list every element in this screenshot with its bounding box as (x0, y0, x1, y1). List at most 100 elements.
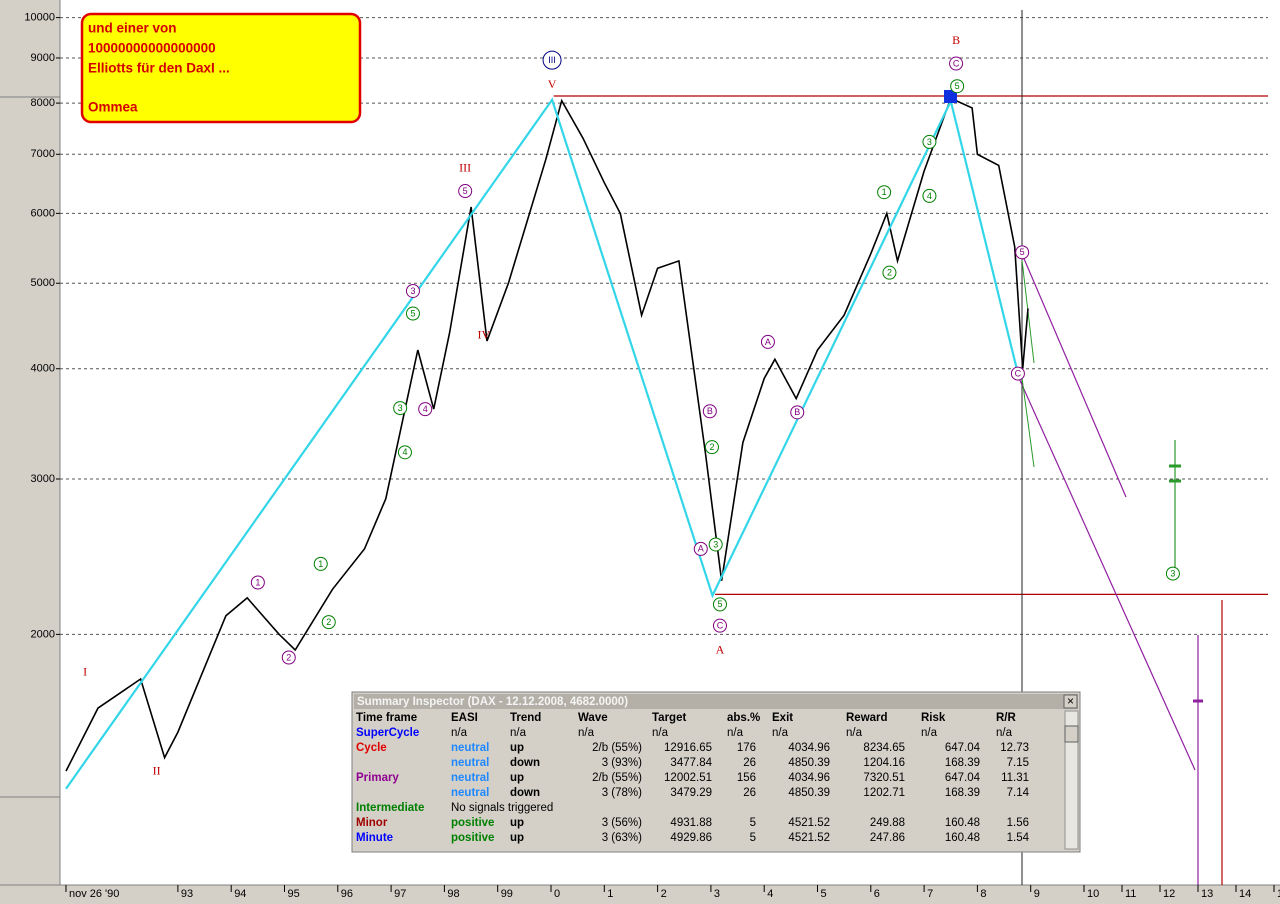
label-text: 5 (410, 308, 415, 318)
wave-label: I (83, 664, 87, 678)
label-text: B (794, 407, 800, 417)
label-text: 4 (402, 447, 407, 457)
cell: up (510, 817, 524, 829)
cell: 156 (737, 772, 756, 784)
label-circle (405, 306, 420, 321)
cell: n/a (996, 727, 1013, 739)
timeframe: Intermediate (356, 802, 424, 814)
label-text: C (953, 58, 960, 68)
timeframe: Minor (356, 817, 388, 829)
cell: 4034.96 (788, 742, 830, 754)
y-tick-label: 5000 (31, 277, 55, 289)
cell: 11.31 (1001, 772, 1029, 784)
label-text: 4 (423, 404, 428, 414)
wave-label: 3 (393, 401, 408, 416)
label-text: B (952, 33, 960, 47)
label-circle (1165, 566, 1180, 581)
label-text: 1 (255, 577, 260, 587)
label-text: IV (478, 327, 491, 341)
label-circle (790, 405, 805, 420)
x-tick-label: 5 (821, 888, 827, 900)
cell: n/a (727, 727, 744, 739)
column-header: Wave (578, 712, 608, 724)
wave-label: 5 (458, 184, 473, 199)
label-text: 3 (927, 137, 932, 147)
cell: 7.14 (1007, 787, 1030, 799)
x-tick-label: 98 (447, 888, 459, 900)
scroll-thumb[interactable] (1064, 725, 1079, 743)
label-circle (949, 56, 964, 71)
cell: 3 (78%) (602, 787, 642, 799)
label-circle (950, 79, 965, 94)
label-text: 2 (326, 617, 331, 627)
x-tick-label: 93 (181, 888, 193, 900)
wave-label: 2 (321, 615, 336, 630)
label-circle (693, 541, 708, 556)
cell: 2/b (55%) (592, 772, 642, 784)
timeframe: Cycle (356, 742, 387, 754)
cell: 4929.86 (670, 832, 712, 844)
note-line: und einer von (88, 21, 177, 36)
x-tick-label: 0 (554, 888, 560, 900)
wave-label: 2 (281, 650, 296, 665)
label-circle (281, 650, 296, 665)
cell: n/a (451, 727, 468, 739)
label-text: A (698, 544, 704, 554)
label-circle (250, 575, 265, 590)
message: No signals triggered (451, 802, 553, 814)
window (351, 691, 1081, 853)
cell: 647.04 (945, 742, 981, 754)
x-tick-label: 15 (1277, 888, 1280, 900)
wave-label: 3 (922, 134, 937, 149)
cell: 249.88 (870, 817, 905, 829)
cell: n/a (921, 727, 938, 739)
cell: 4034.96 (788, 772, 830, 784)
summary-inspector: Summary Inspector (DAX - 12.12.2008, 468… (351, 691, 1081, 853)
cell: 4850.39 (788, 787, 830, 799)
wave-label: 4 (922, 188, 937, 203)
label-text: 2 (887, 268, 892, 278)
label-circle (760, 334, 775, 349)
label-circle (708, 537, 723, 552)
label-circle (418, 402, 433, 417)
cell: 176 (737, 742, 756, 754)
x-tick-label: 12 (1163, 888, 1175, 900)
x-tick-label: 97 (394, 888, 406, 900)
wave-label: 2 (704, 440, 719, 455)
x-tick-label: 9 (1034, 888, 1040, 900)
cell: 647.04 (945, 772, 981, 784)
wave-label: III (542, 50, 562, 70)
scrollbar[interactable] (1064, 710, 1079, 850)
timeframe: Primary (356, 772, 399, 784)
wave-label: 4 (418, 402, 433, 417)
cell: 1.54 (1007, 832, 1030, 844)
cell: 4521.52 (788, 817, 830, 829)
cell: 168.39 (945, 757, 980, 769)
wave-label: 1 (877, 185, 892, 200)
x-tick-label: 10 (1087, 888, 1099, 900)
close-label[interactable]: × (1067, 694, 1074, 708)
label-circle (712, 597, 727, 612)
column-header: Trend (510, 712, 541, 724)
y-tick-label: 7000 (31, 148, 55, 160)
label-text: 3 (713, 539, 718, 549)
close-button[interactable] (1063, 694, 1078, 709)
x-tick-label: 1 (607, 888, 613, 900)
wave-label: C (712, 618, 727, 633)
cell: n/a (652, 727, 669, 739)
wave-label: 1 (313, 556, 328, 571)
window-title: Summary Inspector (DAX - 12.12.2008, 468… (357, 696, 628, 708)
wave-label: III (459, 161, 471, 175)
wave-label: 5 (950, 79, 965, 94)
label-circle (882, 265, 897, 280)
label-text: I (83, 664, 87, 678)
label-text: V (548, 77, 557, 91)
label-text: 5 (955, 81, 960, 91)
x-tick-label: 11 (1125, 888, 1136, 900)
label-text: 2 (709, 442, 714, 452)
label-circle (542, 50, 562, 70)
note-line: 10000000000000000 (88, 41, 216, 56)
plot (65, 97, 1029, 790)
x-tick-label: 14 (1239, 888, 1251, 900)
